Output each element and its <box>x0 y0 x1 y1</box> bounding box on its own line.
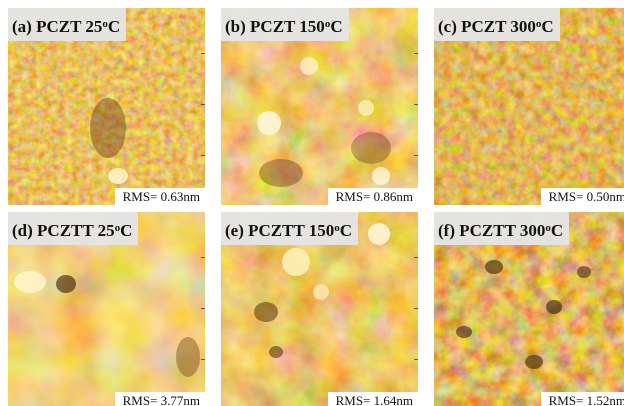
afm-panel-f: (f) PCZTT 300oC RMS= 1.52nm <box>434 212 624 406</box>
panel-label-a: (a) PCZT 25oC <box>8 8 127 41</box>
scale-ticks-d <box>201 212 205 406</box>
afm-panel-a: (a) PCZT 25oC RMS= 0.63nm <box>8 8 205 205</box>
rms-value-c: RMS= 0.50nm <box>540 188 624 205</box>
scale-ticks-a <box>201 8 205 205</box>
panel-label-c: (c) PCZT 300oC <box>434 8 560 41</box>
rms-value-e: RMS= 1.64nm <box>327 392 418 406</box>
afm-panel-c: (c) PCZT 300oC RMS= 0.50nm <box>434 8 624 205</box>
rms-value-f: RMS= 1.52nm <box>540 392 624 406</box>
panel-label-d: (d) PCZTT 25oC <box>8 212 139 245</box>
panel-label-e: (e) PCZTT 150oC <box>221 212 359 245</box>
afm-panel-e: (e) PCZTT 150oC RMS= 1.64nm <box>221 212 418 406</box>
afm-panel-b: (b) PCZT 150oC RMS= 0.86nm <box>221 8 418 205</box>
rms-value-a: RMS= 0.63nm <box>114 188 205 205</box>
afm-panel-d: (d) PCZTT 25oC RMS= 3.77nm <box>8 212 205 406</box>
scale-ticks-e <box>414 212 418 406</box>
rms-value-d: RMS= 3.77nm <box>114 392 205 406</box>
rms-value-b: RMS= 0.86nm <box>327 188 418 205</box>
panel-label-b: (b) PCZT 150oC <box>221 8 349 41</box>
panel-label-f: (f) PCZTT 300oC <box>434 212 570 245</box>
scale-ticks-b <box>414 8 418 205</box>
